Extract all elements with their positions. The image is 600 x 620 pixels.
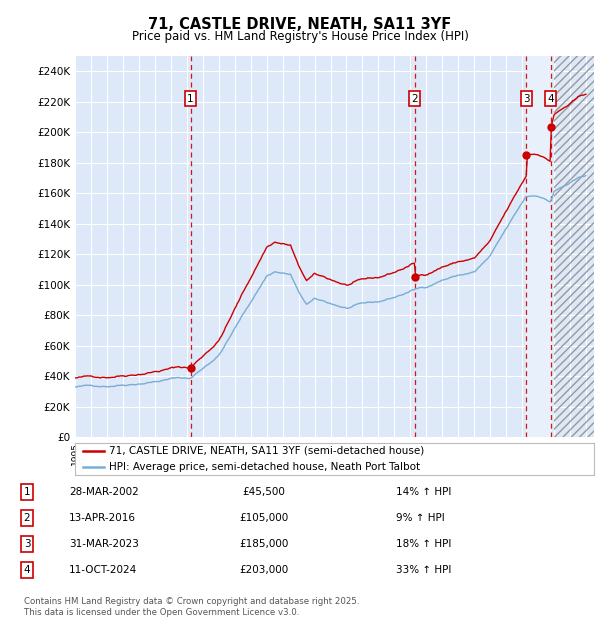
- Text: £185,000: £185,000: [239, 539, 289, 549]
- Text: 14% ↑ HPI: 14% ↑ HPI: [396, 487, 451, 497]
- Text: 33% ↑ HPI: 33% ↑ HPI: [396, 565, 451, 575]
- Text: HPI: Average price, semi-detached house, Neath Port Talbot: HPI: Average price, semi-detached house,…: [109, 462, 420, 472]
- Text: 71, CASTLE DRIVE, NEATH, SA11 3YF: 71, CASTLE DRIVE, NEATH, SA11 3YF: [148, 17, 452, 32]
- Text: 1: 1: [23, 487, 31, 497]
- Bar: [554, 56, 594, 437]
- Text: £203,000: £203,000: [239, 565, 289, 575]
- Text: 1: 1: [187, 94, 194, 104]
- Text: 3: 3: [523, 94, 529, 104]
- Text: 11-OCT-2024: 11-OCT-2024: [69, 565, 137, 575]
- Text: 28-MAR-2002: 28-MAR-2002: [69, 487, 139, 497]
- Text: 2: 2: [412, 94, 418, 104]
- Text: 18% ↑ HPI: 18% ↑ HPI: [396, 539, 451, 549]
- Text: 31-MAR-2023: 31-MAR-2023: [69, 539, 139, 549]
- Text: 13-APR-2016: 13-APR-2016: [69, 513, 136, 523]
- Text: £105,000: £105,000: [239, 513, 289, 523]
- Text: 4: 4: [23, 565, 31, 575]
- Text: 71, CASTLE DRIVE, NEATH, SA11 3YF (semi-detached house): 71, CASTLE DRIVE, NEATH, SA11 3YF (semi-…: [109, 446, 424, 456]
- Text: 2: 2: [23, 513, 31, 523]
- Text: £45,500: £45,500: [242, 487, 286, 497]
- Bar: [526, 56, 551, 437]
- Text: 4: 4: [547, 94, 554, 104]
- Text: 3: 3: [23, 539, 31, 549]
- Text: 9% ↑ HPI: 9% ↑ HPI: [396, 513, 445, 523]
- Text: Price paid vs. HM Land Registry's House Price Index (HPI): Price paid vs. HM Land Registry's House …: [131, 30, 469, 43]
- Text: Contains HM Land Registry data © Crown copyright and database right 2025.
This d: Contains HM Land Registry data © Crown c…: [24, 598, 359, 617]
- Bar: [554, 56, 594, 437]
